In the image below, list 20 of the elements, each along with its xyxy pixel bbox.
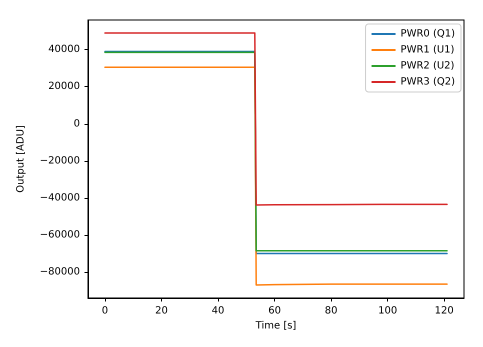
x-tick-label: 0 bbox=[102, 306, 108, 316]
x-tick-label: 60 bbox=[268, 306, 281, 316]
y-tick-label: 40000 bbox=[48, 44, 80, 56]
legend-label: PWR3 (Q2) bbox=[400, 76, 456, 88]
x-axis-title: Time [s] bbox=[254, 320, 296, 332]
y-tick-label: 20000 bbox=[48, 81, 80, 92]
legend-label: PWR2 (U2) bbox=[400, 60, 455, 72]
y-tick-label: −60000 bbox=[40, 229, 80, 240]
x-tick-label: 20 bbox=[155, 306, 168, 316]
y-axis-title: Output [ADU] bbox=[16, 125, 26, 193]
legend-label: PWR0 (Q1) bbox=[400, 28, 456, 40]
legend-label: PWR1 (U1) bbox=[400, 44, 455, 56]
x-tick-label: 80 bbox=[324, 306, 338, 316]
x-tick-label: 40 bbox=[212, 306, 224, 316]
y-tick-label: −80000 bbox=[40, 266, 80, 278]
y-tick-label: −40000 bbox=[40, 192, 80, 204]
y-tick-label: 0 bbox=[74, 118, 80, 130]
y-tick-label: −20000 bbox=[40, 155, 80, 166]
x-tick-label: 120 bbox=[434, 306, 454, 316]
x-tick-label: 100 bbox=[378, 306, 398, 316]
